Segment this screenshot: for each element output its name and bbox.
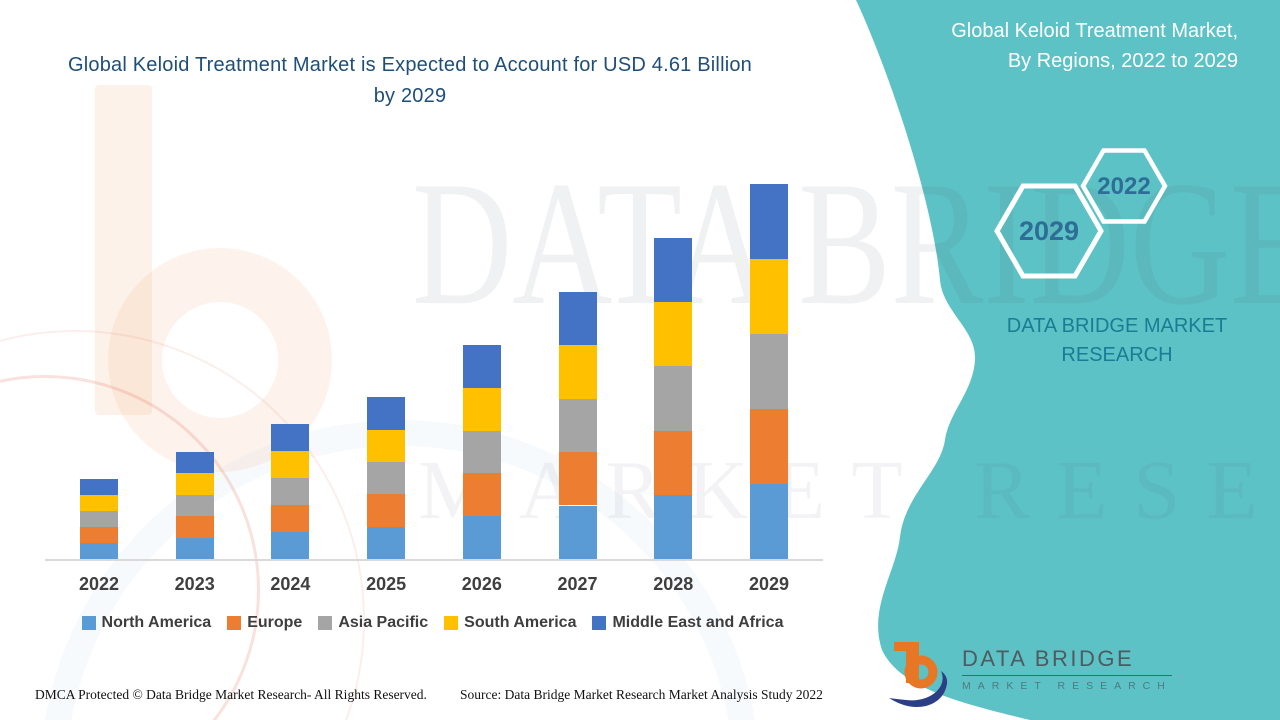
x-axis-label-2023: 2023 [174,574,215,594]
bar-segment-2028-europe [654,430,693,495]
bar-segment-2029-asia-pacific [749,334,788,410]
chart-legend: North America Europe Asia Pacific South Ame… [40,614,825,632]
page-title: Global Keloid Treatment Market is Expect… [67,54,753,107]
hexagon-2022 [1080,148,1168,224]
legend-swatch [444,616,459,630]
bar-segment-2027-north-america [558,505,597,559]
legend-swatch [81,616,96,630]
watermark-text-databridge: DATA BRIDGE [412,144,1280,342]
bar-segment-2022-middle-east-and-africa [80,479,118,496]
bar-segment-2029-south-america [749,259,788,335]
bar-segment-2028-north-america [654,494,693,559]
bar-segment-2026-north-america [462,516,501,559]
bar-segment-2025-middle-east-and-africa [367,397,406,430]
logo-subtitle: MARKET RESEARCH [962,680,1172,692]
bar-segment-2024-asia-pacific [271,478,310,505]
bar-segment-2029-middle-east-and-africa [749,184,788,260]
bar-segment-2026-south-america [462,387,501,431]
legend-label: North America [101,614,212,631]
bar-segment-2027-south-america [558,345,597,399]
bar-segment-2022-north-america [80,543,118,559]
bar-segment-2023-south-america [175,473,214,495]
dmca-notice: DMCA Protected © Data Bridge Market Rese… [35,687,427,702]
x-axis-label-2022: 2022 [78,574,120,594]
bar-segment-2025-asia-pacific [367,461,406,495]
legend-swatch [592,616,607,630]
bar-segment-2027-asia-pacific [558,398,597,452]
x-axis-label-2025: 2025 [366,574,407,594]
company-logo-text: DATA BRIDGE MARKET RESEARCH [962,646,1172,692]
year-hexagons: 2029 2022 [994,148,1168,279]
bar-segment-2028-asia-pacific [654,366,693,431]
bar-segment-2024-north-america [271,532,310,559]
bar-segment-2024-middle-east-and-africa [271,424,310,452]
legend-label: Europe [247,614,303,631]
x-axis-label-2024: 2024 [270,574,311,594]
bar-segment-2027-middle-east-and-africa [558,291,597,345]
bar-segment-2026-middle-east-and-africa [462,345,501,388]
bar-segment-2029-north-america [749,484,788,559]
bar-segment-2023-middle-east-and-africa [175,451,214,474]
legend-item-europe: Europe [227,614,302,632]
company-logo: DATA BRIDGE MARKET RESEARCH [888,640,1172,710]
bar-segment-2026-asia-pacific [462,430,501,474]
watermark-text-marketresearch: MARKET RESEARCH [418,444,1280,537]
bar-segment-2025-north-america [367,526,406,559]
bar-segment-2024-south-america [271,451,310,479]
hexagon-2022-label: 2022 [1097,173,1150,200]
bar-segment-2023-asia-pacific [175,494,214,517]
company-logo-icon [889,642,948,707]
legend-swatch [318,616,333,630]
legend-item-south-america: South America [444,614,576,632]
bar-segment-2023-europe [175,516,214,538]
brand-wordmark: DATA BRIDGE MARKET RESEARCH [1006,315,1228,366]
legend-item-middle-east-and-africa: Middle East and Africa [592,614,783,632]
legend-item-north-america: North America [81,614,212,632]
legend-label: Asia Pacific [338,614,429,631]
hexagon-2029 [994,183,1104,279]
bar-segment-2022-europe [80,527,118,544]
legend-item-asia-pacific: Asia Pacific [318,614,428,632]
bar-segment-2022-asia-pacific [80,511,118,528]
legend-swatch [227,616,242,630]
bar-segment-2025-europe [367,494,406,527]
x-axis-label-2027: 2027 [557,574,598,594]
logo-title: DATA BRIDGE [962,646,1172,676]
x-axis-label-2028: 2028 [653,574,694,594]
hexagon-2029-label: 2029 [1019,216,1079,246]
bar-segment-2025-south-america [367,429,406,462]
legend-label: South America [464,614,577,631]
bar-segment-2028-middle-east-and-africa [654,237,693,303]
x-axis-label-2029: 2029 [748,574,789,594]
legend-label: Middle East and Africa [612,614,784,631]
bar-segment-2028-south-america [654,302,693,367]
bar-segment-2022-south-america [80,495,118,512]
bar-segment-2027-europe [558,452,597,506]
x-axis-label-2026: 2026 [461,574,502,594]
bar-segment-2029-europe [749,409,788,485]
bar-segment-2023-north-america [175,537,214,559]
x-axis-line [45,559,823,561]
bar-segment-2024-europe [271,505,310,532]
bar-segment-2026-europe [462,473,501,517]
source-note: Source: Data Bridge Market Research Mark… [460,687,823,702]
side-panel-heading: Global Keloid Treatment Market, By Regio… [951,20,1238,72]
